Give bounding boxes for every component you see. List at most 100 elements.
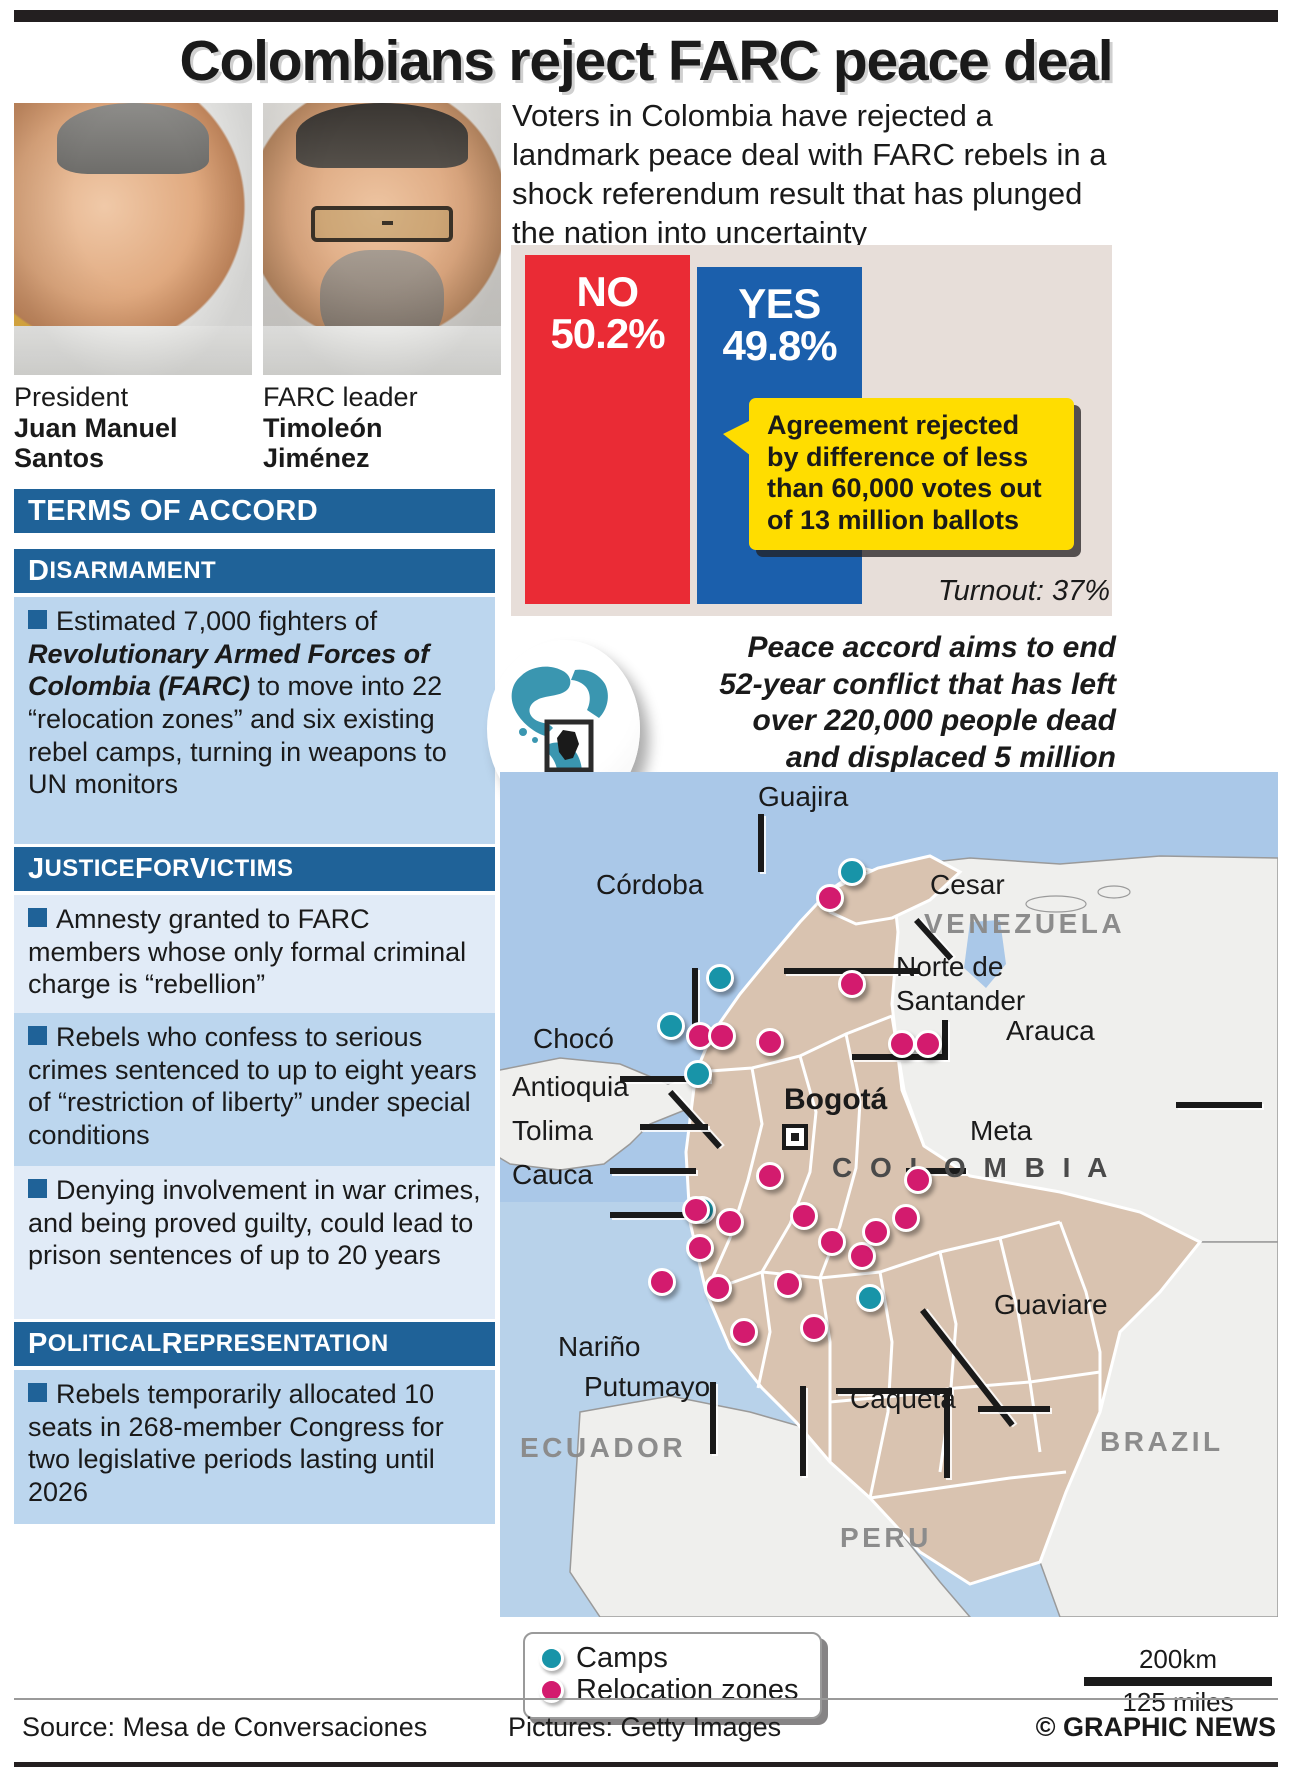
section-header-justice-for-victims: J USTICE F OR V ICTIMS: [14, 847, 495, 891]
bullet-justice-2: Rebels who confess to serious crimes sen…: [14, 1013, 495, 1166]
scale-km-label: 200km: [1138, 1644, 1218, 1674]
section-initial: J: [28, 852, 45, 885]
section-initial-3: V: [189, 852, 210, 885]
department-boundaries: [695, 1014, 1102, 1500]
bullet-square-icon: [28, 908, 47, 927]
section-smallcaps: USTICE: [44, 855, 135, 882]
colombia-map: Guajira Córdoba Cesar Norte de Santander…: [500, 772, 1278, 1617]
map-label-cesar: Cesar: [930, 869, 1005, 900]
bullet-disarmament-1: Estimated 7,000 fighters of Revolutionar…: [14, 597, 495, 844]
leader-line-putumayo: [800, 1386, 806, 1476]
map-label-narino: Nariño: [558, 1331, 641, 1362]
map-dot-zone: [904, 1166, 932, 1194]
map-label-guaviare: Guaviare: [994, 1289, 1108, 1320]
map-dot-zone: [838, 970, 866, 998]
leader-line-guaviare: [978, 1406, 1050, 1412]
bullet-text: Amnesty granted to FARC members whose on…: [28, 904, 467, 1000]
section-smallcaps: OLITICAL: [47, 1330, 162, 1357]
map-dot-zone: [892, 1204, 920, 1232]
map-dot-zone: [716, 1208, 744, 1236]
map-label-guajira: Guajira: [758, 781, 849, 812]
bar-no-label: NO: [576, 268, 640, 315]
section-initial-2: R: [161, 1327, 183, 1360]
accord-line-3: over 220,000 people dead: [752, 704, 1116, 738]
accord-line-4: and displaced 5 million: [785, 740, 1116, 774]
face-shading: [14, 103, 252, 375]
footer-pictures: Pictures: Getty Images: [508, 1712, 782, 1742]
section-smallcaps-2: OR: [153, 855, 190, 882]
bullet-text-post: to move into 22 “relocation zones” and s…: [28, 671, 447, 800]
map-label-antioquia: Antioquia: [512, 1071, 629, 1102]
accord-line-2: 52-year conflict that has left: [719, 667, 1116, 701]
leader-line-cordoba: [692, 968, 698, 1030]
map-dot-zone: [756, 1028, 784, 1056]
leader-line-narino: [710, 1382, 716, 1454]
map-label-santander: Santander: [896, 985, 1026, 1016]
section-smallcaps-2: EPRESENTATION: [182, 1330, 389, 1357]
caption-name-line1: Juan Manuel: [14, 412, 178, 443]
map-dot-zone: [708, 1022, 736, 1050]
leader-line-caqueta: [836, 1388, 952, 1394]
map-dot-camp: [657, 1012, 685, 1040]
map-dot-zone: [914, 1030, 942, 1058]
bar-yes-label: YES: [738, 280, 821, 327]
map-label-putumayo: Putumayo: [584, 1371, 711, 1402]
map-label-bogota: Bogotá: [784, 1083, 888, 1116]
intro-paragraph: Voters in Colombia have rejected a landm…: [512, 98, 1107, 251]
map-label-arauca: Arauca: [1006, 1015, 1095, 1046]
caption-name-line1: Timoleón: [263, 412, 383, 443]
accord-line-1: Peace accord aims to end: [747, 631, 1117, 664]
bullet-square-icon: [28, 1179, 47, 1198]
legend-label-camps: Camps: [576, 1642, 668, 1674]
section-header-disarmament: D ISARMAMENT: [14, 549, 495, 593]
section-initial-2: F: [134, 852, 154, 885]
map-dot-camp: [706, 964, 734, 992]
map-label-ecuador: ECUADOR: [520, 1432, 687, 1463]
collar-shape: [14, 326, 252, 375]
leader-line-arauca: [1176, 1102, 1262, 1108]
leader-line-cauca: [610, 1212, 696, 1218]
section-initial: P: [28, 1327, 48, 1360]
map-label-cauca: Cauca: [512, 1159, 593, 1190]
map-label-caqueta: Caquetá: [850, 1383, 956, 1414]
bullet-text-pre: Estimated 7,000 fighters of: [56, 606, 378, 636]
lake-maracaibo: [964, 920, 1006, 988]
accord-note: Peace accord aims to end 52-year conflic…: [648, 630, 1116, 776]
callout-line-1: Agreement rejected: [767, 410, 1020, 440]
leader-line-antioquia: [640, 1124, 708, 1130]
map-dot-zone: [686, 1234, 714, 1262]
map-dot-zone: [800, 1314, 828, 1342]
map-label-choco: Chocó: [533, 1023, 614, 1054]
bullet-square-icon: [28, 1383, 47, 1402]
caribbean-islands: [1025, 885, 1131, 913]
map-dot-zone: [648, 1268, 676, 1296]
leader-line-caqueta-v: [944, 1394, 950, 1478]
leader-line-guajira: [758, 814, 764, 872]
bullet-text: Rebels who confess to serious crimes sen…: [28, 1022, 477, 1150]
legend-swatch-camps: [539, 1645, 564, 1671]
caption-role: President: [14, 382, 129, 412]
legend-row-relocation-zones: Relocation zones: [539, 1674, 798, 1706]
map-label-norte-de: Norte de: [896, 951, 1004, 982]
map-label-tolima: Tolima: [512, 1115, 593, 1146]
face-shading: [263, 103, 501, 375]
top-divider: [14, 10, 1278, 22]
callout-box: Agreement rejected by difference of less…: [723, 398, 1074, 551]
map-label-venezuela: VENEZUELA: [924, 908, 1126, 939]
bullet-square-icon: [28, 1026, 47, 1045]
map-label-colombia: C O L O M B I A: [832, 1152, 1113, 1183]
caption-name-line2: Santos: [14, 443, 105, 473]
terms-of-accord-label: TERMS OF ACCORD: [28, 494, 319, 527]
leader-line-tolima: [610, 1168, 696, 1174]
bullet-text-emphasis: Revolutionary Armed Forces of Colombia (…: [28, 638, 430, 702]
bullet-text: Denying involvement in war crimes, and b…: [28, 1175, 481, 1271]
footer-divider-bottom: [14, 1762, 1278, 1767]
map-label-brazil: BRAZIL: [1100, 1426, 1224, 1457]
legend-label-relocation-zones: Relocation zones: [576, 1674, 799, 1707]
map-dot-zone: [774, 1270, 802, 1298]
map-scale-bar: 200km 125 miles: [1084, 1644, 1272, 1718]
map-label-peru: PERU: [840, 1522, 932, 1553]
callout-line-2: by difference of less: [767, 441, 1029, 472]
hair-shape: [296, 103, 468, 169]
